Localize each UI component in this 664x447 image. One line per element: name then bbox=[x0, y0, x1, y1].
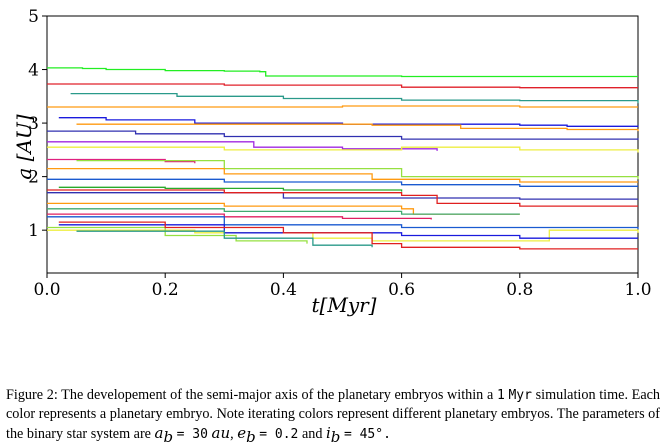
series-line-17 bbox=[47, 202, 520, 215]
series-line-24 bbox=[58, 221, 638, 250]
series-line-11 bbox=[76, 159, 639, 180]
tick-group: 0.0 0.2 0.4 0.6 0.8 1.0 1 2 3 4 5 bbox=[28, 7, 651, 300]
series-line-5 bbox=[58, 117, 639, 127]
caption-eb: e bbox=[237, 423, 247, 442]
series-line-25 bbox=[76, 230, 373, 248]
caption-ib-sub: b bbox=[330, 427, 341, 446]
y-tick-label: 3 bbox=[28, 114, 39, 134]
caption-myr: Myr bbox=[508, 388, 532, 403]
series-line-23 bbox=[58, 224, 638, 239]
series-line-3 bbox=[70, 92, 639, 104]
series-line-19 bbox=[47, 213, 432, 220]
series-line-12 bbox=[47, 167, 638, 183]
x-tick-label: 1.0 bbox=[624, 280, 651, 300]
x-tick-label: 0.2 bbox=[152, 280, 179, 300]
caption-ab-sub: b bbox=[163, 427, 174, 446]
series-line-2 bbox=[47, 83, 638, 89]
series-line-8 bbox=[47, 141, 438, 151]
series-line-1 bbox=[47, 67, 638, 78]
caption-ab-val: = 30 bbox=[176, 426, 208, 442]
plot-frame bbox=[46, 15, 639, 274]
figure-caption: Figure 2: The developement of the semi-m… bbox=[6, 387, 661, 446]
x-tick-label: 0.6 bbox=[388, 280, 415, 300]
caption-one: 1 bbox=[496, 388, 505, 403]
y-tick-label: 2 bbox=[28, 168, 39, 188]
caption-eb-sub: b bbox=[246, 427, 256, 446]
series-line-18 bbox=[47, 208, 520, 215]
y-tick-label: 5 bbox=[28, 7, 39, 27]
y-tick-label: 1 bbox=[28, 221, 39, 241]
caption-ab: a bbox=[154, 423, 164, 442]
series-line-13 bbox=[47, 178, 638, 187]
series-line-16 bbox=[47, 189, 638, 207]
series-line-9 bbox=[47, 146, 639, 153]
series-line-7 bbox=[47, 130, 639, 140]
caption-au: au bbox=[211, 423, 231, 442]
caption-and: and bbox=[301, 425, 323, 442]
x-axis-label: t[Myr] bbox=[312, 293, 377, 317]
caption-ib: i bbox=[325, 423, 331, 442]
series-line-6 bbox=[76, 123, 639, 132]
y-tick-label: 4 bbox=[28, 61, 39, 81]
series-line-10 bbox=[47, 158, 196, 164]
caption-eb-val: = 0.2 bbox=[259, 426, 299, 442]
series-line-14 bbox=[58, 186, 403, 192]
x-tick-label: 0.8 bbox=[506, 280, 533, 300]
caption-prefix: Figure 2: The developement of the semi-m… bbox=[6, 387, 494, 403]
series-line-4 bbox=[47, 105, 638, 108]
series-line-20 bbox=[47, 216, 639, 230]
series-group bbox=[47, 67, 639, 250]
y-axis-label: a [AU] bbox=[12, 114, 36, 179]
x-tick-label: 0.4 bbox=[270, 280, 297, 300]
series-line-15 bbox=[47, 192, 638, 200]
caption-rest: simulation time. Each color represents a… bbox=[6, 387, 661, 442]
x-tick-label: 0.0 bbox=[33, 280, 60, 300]
caption-ib-val: = 45°. bbox=[343, 426, 391, 442]
